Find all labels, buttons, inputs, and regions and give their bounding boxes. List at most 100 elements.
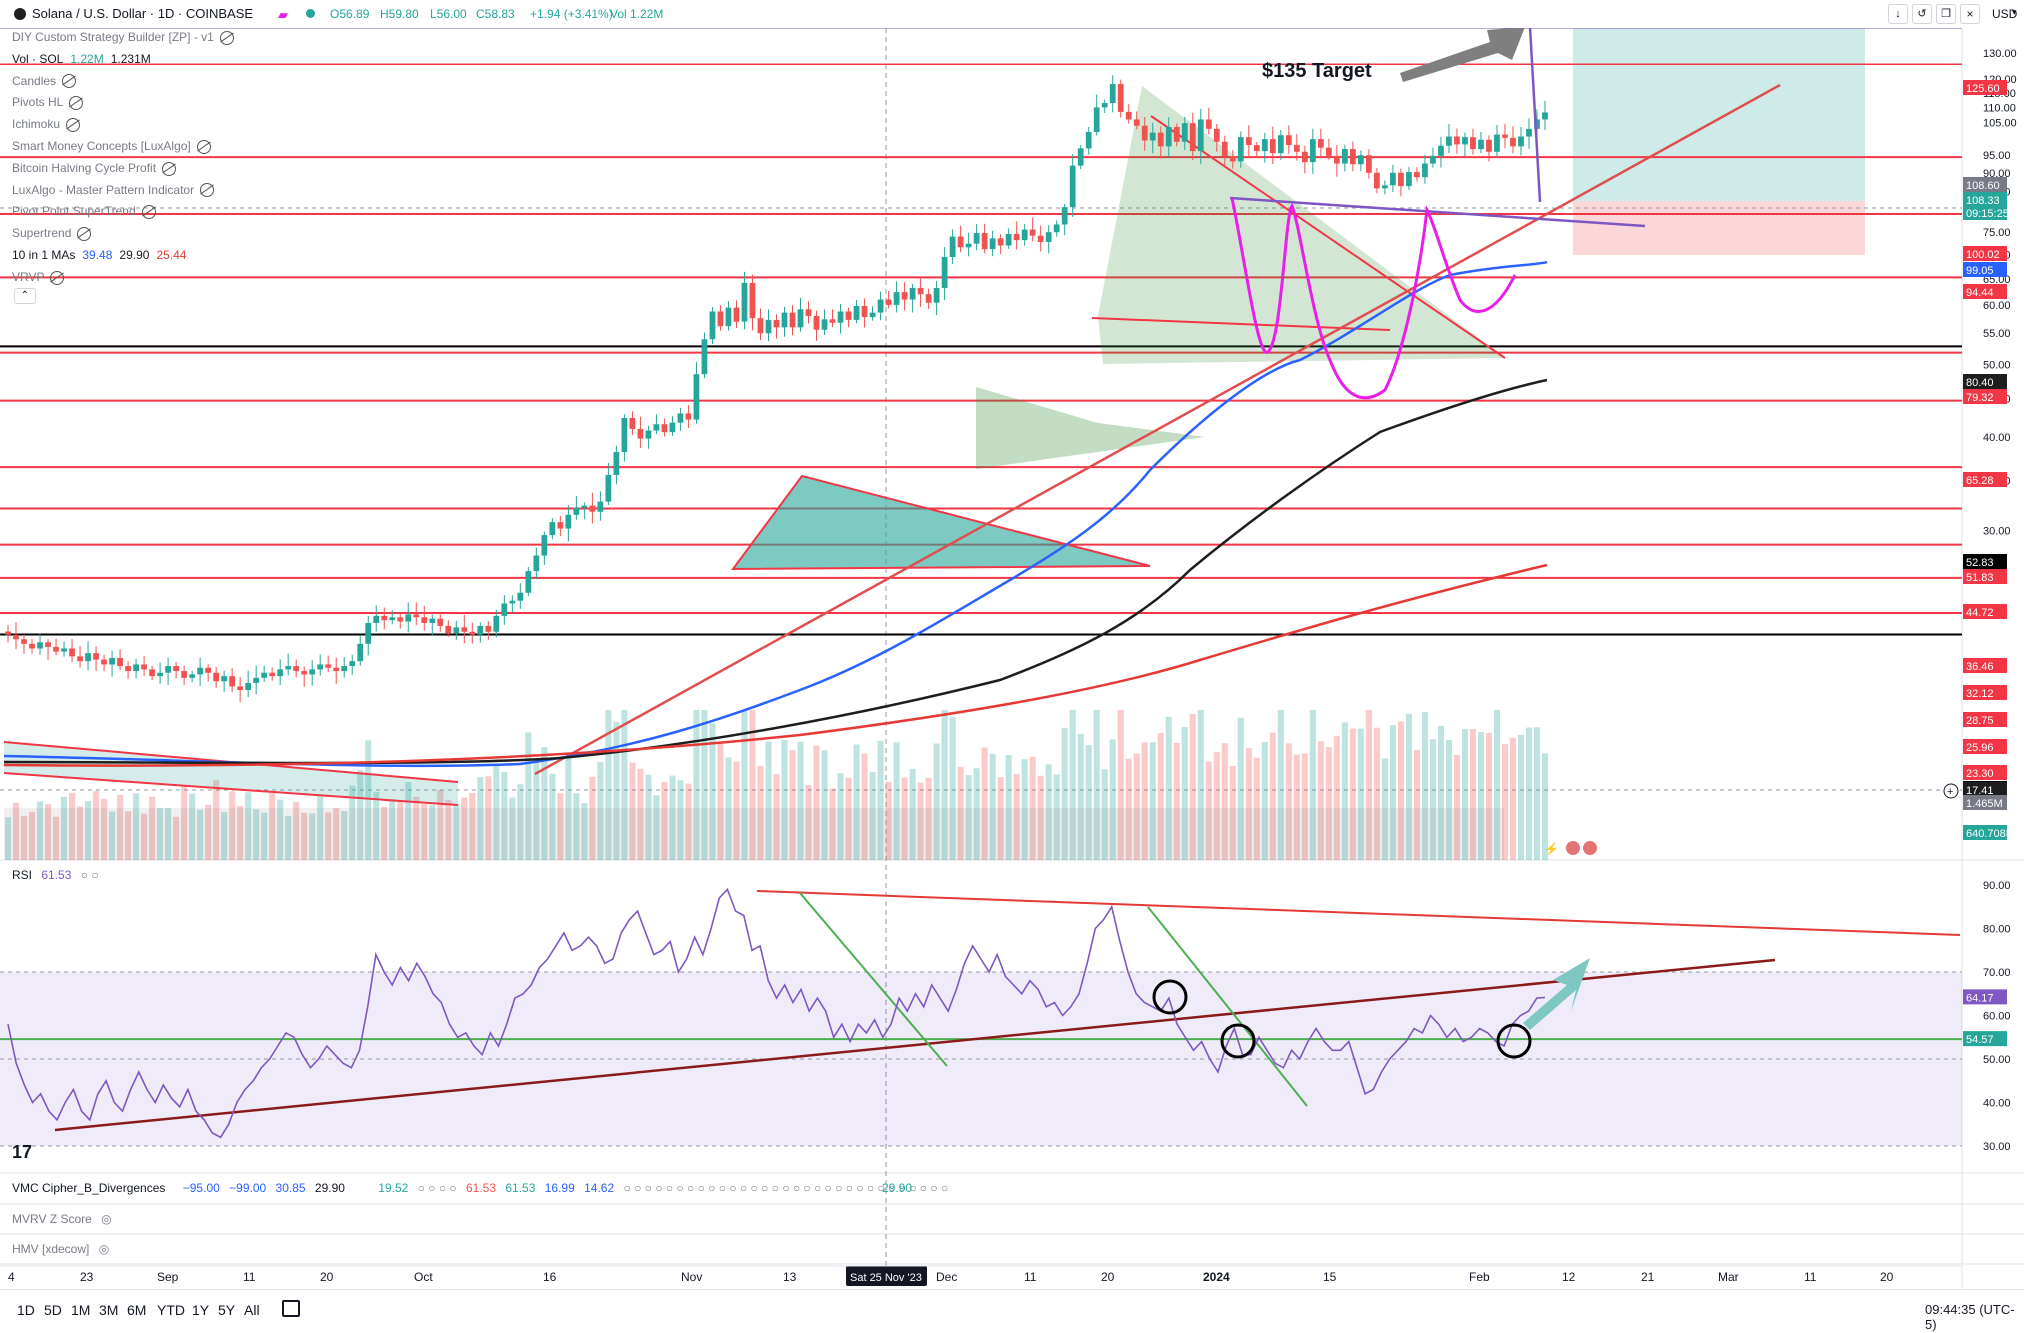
close-icon[interactable]: × <box>1960 4 1980 24</box>
legend-row[interactable]: Ichimoku <box>12 117 81 133</box>
candle-body <box>1542 112 1548 120</box>
hidden-eye-icon[interactable] <box>66 118 81 133</box>
volume-bar <box>181 785 188 860</box>
price-tag-text: 64.17 <box>1966 992 1994 1004</box>
hidden-eye-icon[interactable] <box>200 183 215 198</box>
volume-bar <box>1469 729 1476 860</box>
price-tag-text: 108.60 <box>1966 180 2000 192</box>
volume-bar <box>277 799 284 860</box>
candle-body <box>109 657 115 665</box>
add-icon <box>1943 783 1959 799</box>
legend-row[interactable]: VRVP <box>12 270 65 285</box>
candle-body <box>509 600 516 604</box>
currency-selector[interactable]: USD <box>1992 7 2018 21</box>
vmc-circles-icon: ○ ○ ○ ○ ○ ○ ○ ○ ○ ○ ○ ○ ○ ○ ○ ○ ○ ○ ○ ○ … <box>623 1181 949 1195</box>
volume-bar <box>725 757 732 860</box>
hidden-eye-icon[interactable] <box>219 30 234 45</box>
hidden-eye-icon[interactable]: ◎ <box>101 1212 112 1226</box>
candle-body <box>1518 136 1524 147</box>
hidden-eye-icon[interactable] <box>162 161 177 176</box>
timeframe-5y[interactable]: 5Y <box>218 1302 236 1318</box>
restore-icon[interactable]: ❐ <box>1936 4 1956 24</box>
hidden-eye-icon[interactable] <box>62 74 77 89</box>
timeframe-6m[interactable]: 6M <box>127 1302 147 1318</box>
crosshair-date-bg <box>846 1266 927 1286</box>
volume-bar <box>165 808 172 860</box>
legend-row[interactable]: DIY Custom Strategy Builder [ZP] - v1 <box>12 30 234 45</box>
volume-bar <box>445 799 452 860</box>
volume-bar <box>421 804 428 860</box>
collapse-legend-button[interactable]: ⌃ <box>14 288 36 304</box>
candle-body <box>1221 141 1228 157</box>
volume-bar <box>1533 727 1541 860</box>
volume-bar <box>869 771 876 860</box>
symbol-title[interactable]: Solana / U.S. Dollar · 1D · COINBASE <box>32 6 254 21</box>
x-tick-label: 21 <box>1641 1270 1655 1284</box>
candle-body <box>461 627 468 632</box>
legend-row[interactable]: Candles <box>12 74 77 89</box>
y-tick-label: 50.00 <box>1983 359 2011 371</box>
hidden-eye-icon[interactable] <box>77 227 92 242</box>
y-tick-label: 55.00 <box>1983 328 2011 340</box>
volume-bar <box>365 740 372 860</box>
hidden-eye-icon[interactable] <box>196 139 211 154</box>
down-arrow-button[interactable]: ↓ <box>1888 4 1908 24</box>
settings-icon[interactable]: ○ ○ <box>80 868 99 882</box>
undo-icon[interactable]: ↺ <box>1912 4 1932 24</box>
volume-bar <box>541 747 548 860</box>
legend-row[interactable]: Pivot Point SuperTrend <box>12 204 156 220</box>
legend-row[interactable]: Supertrend <box>12 226 92 242</box>
candle-body <box>77 656 83 662</box>
legend-value: 25.44 <box>156 248 187 262</box>
legend-row[interactable]: Smart Money Concepts [LuxAlgo] <box>12 139 211 154</box>
ma-black-line <box>3 378 1548 765</box>
timeframe-1d[interactable]: 1D <box>17 1302 35 1318</box>
price-tag-bg <box>1963 374 2007 389</box>
candle-body <box>525 571 532 593</box>
price-tag-bg <box>1963 284 2007 299</box>
timeframe-1y[interactable]: 1Y <box>192 1302 210 1318</box>
price-tag-text: 17.41 <box>1966 785 1994 797</box>
candle-body <box>877 299 884 313</box>
timeframe-3m[interactable]: 3M <box>99 1302 119 1318</box>
candle-body <box>181 671 187 678</box>
volume-bar <box>1349 728 1356 860</box>
legend-row[interactable]: Bitcoin Halving Cycle Profit <box>12 161 177 176</box>
x-tick-label: 2024 <box>1203 1270 1230 1284</box>
legend-label: DIY Custom Strategy Builder [ZP] - v1 <box>12 30 214 44</box>
hidden-eye-icon[interactable] <box>141 205 156 220</box>
candle-body <box>685 413 692 420</box>
legend-row[interactable]: 10 in 1 MAs 39.48 29.90 25.44 <box>12 248 186 262</box>
candle-body <box>29 643 35 649</box>
vmc-value: 61.53 <box>505 1181 536 1195</box>
hidden-eye-icon[interactable] <box>50 270 65 285</box>
timeframe-5d[interactable]: 5D <box>44 1302 62 1318</box>
volume-bar <box>1461 728 1468 860</box>
price-tag-bg <box>1963 262 2007 277</box>
volume-bar <box>925 777 932 860</box>
candle-body <box>741 282 748 322</box>
volume-bar <box>517 784 524 860</box>
legend-row[interactable]: LuxAlgo - Master Pattern Indicator <box>12 183 215 198</box>
volume-bar <box>813 745 820 860</box>
candle-body <box>1285 135 1292 146</box>
add-icon-glyph: + <box>1947 786 1953 798</box>
volume-bar <box>1173 742 1180 860</box>
y-tick-label: 130.00 <box>1983 48 2017 60</box>
hidden-eye-icon[interactable]: ◎ <box>98 1242 110 1256</box>
legend-label: Pivot Point SuperTrend <box>12 204 136 219</box>
timeframe-ytd[interactable]: YTD <box>157 1302 185 1318</box>
timeframe-1m[interactable]: 1M <box>71 1302 91 1318</box>
hidden-eye-icon[interactable] <box>69 96 84 111</box>
legend-row[interactable]: Vol · SOL 1.22M 1.231M <box>12 52 151 66</box>
candle-body <box>645 430 652 439</box>
timeframe-all[interactable]: All <box>244 1302 260 1318</box>
chevron-down-icon[interactable]: ▾ <box>2012 7 2017 17</box>
candle-body <box>1309 139 1316 163</box>
volume-bar <box>845 777 852 860</box>
candle-body <box>573 507 580 515</box>
volume-bars <box>4 710 1549 860</box>
calendar-icon[interactable] <box>282 1300 300 1317</box>
legend-row[interactable]: Pivots HL <box>12 95 84 111</box>
